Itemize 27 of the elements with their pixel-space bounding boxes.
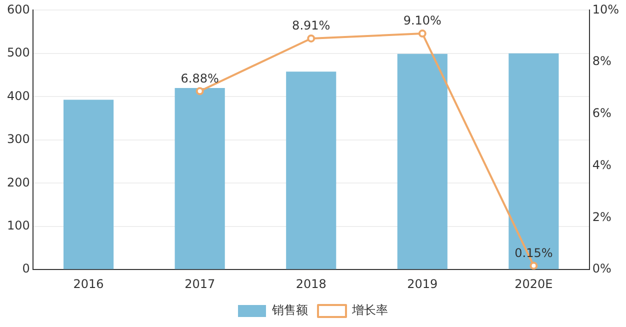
x-tick-label: 2016: [73, 276, 104, 291]
x-tick-label: 2020E: [514, 276, 553, 291]
y2-tick-label: 8%: [592, 54, 612, 68]
x-tick-label: 2017: [184, 276, 216, 291]
y-tick-label: 200: [7, 175, 30, 190]
y-tick-label: 300: [7, 132, 30, 146]
y2-tick-label: 6%: [592, 106, 612, 120]
data-label: 9.10%: [403, 14, 442, 28]
y2-tick-label: 4%: [592, 158, 612, 172]
point: [307, 34, 316, 42]
y-tick-label: 600: [7, 2, 30, 16]
legend-label: 增长率: [351, 303, 388, 318]
data-label: 8.91%: [292, 18, 330, 33]
y-tick-label: 400: [7, 88, 30, 103]
point: [530, 262, 538, 270]
data-label: 6.88%: [180, 71, 219, 86]
x-tick-label: 2019: [407, 276, 438, 291]
point: [196, 87, 204, 96]
y-tick-label: 100: [7, 218, 30, 232]
y2-tick-label: 0%: [592, 262, 612, 276]
y2-tick-label: 10%: [592, 2, 619, 16]
point: [418, 30, 426, 38]
y2-tick-label: 2%: [592, 210, 612, 224]
y-tick-label: 500: [7, 46, 30, 60]
x-tick-label: 2018: [296, 276, 326, 291]
legend-label: 销售额: [271, 303, 308, 318]
y-tick-label: 0: [22, 262, 30, 276]
